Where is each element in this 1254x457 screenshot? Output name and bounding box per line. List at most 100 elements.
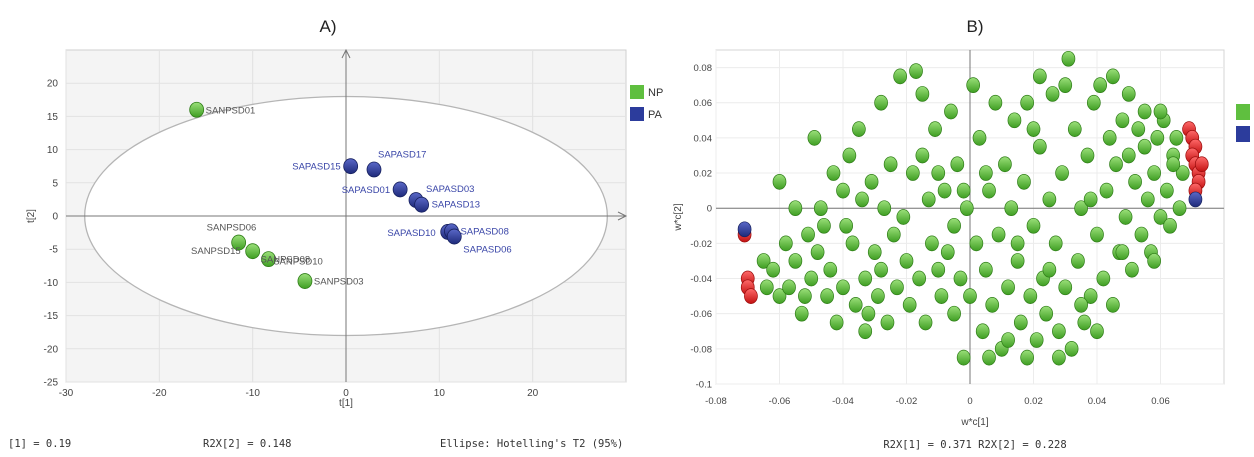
panel-a-point (297, 273, 313, 289)
panel-b-point (1121, 147, 1136, 164)
panel-a-y-tick-label: -25 (44, 378, 59, 389)
panel-b-point (858, 270, 873, 287)
panel-b-y-tick-label: -0.1 (696, 380, 712, 391)
panel-b-point (950, 156, 965, 173)
panel-b-point (979, 261, 993, 278)
panel-a-point (189, 101, 205, 118)
panel-a-legend: NP PA (630, 85, 663, 121)
panel-a-point (366, 161, 382, 178)
panel-b-point (864, 173, 879, 190)
panel-b-y-tick-label: -0.04 (690, 274, 712, 285)
panel-b-point (909, 63, 923, 79)
panel-b-point (1032, 68, 1047, 85)
panel-b-point (988, 94, 1003, 111)
panel-b-point (966, 77, 981, 94)
panel-b-point (975, 323, 990, 340)
panel-b-point (956, 182, 971, 199)
panel-b-point (886, 226, 901, 243)
panel-a-y-tick-label: -5 (49, 245, 58, 256)
panel-b-point (1147, 165, 1162, 181)
panel-b-point (928, 121, 942, 137)
panel-b-point (1115, 244, 1130, 261)
panel-a-point-labels: SANPSD01 SANPSD06 SANPSD15 SANPSD08SANPSD03… (191, 105, 512, 287)
panel-b-point (1020, 94, 1035, 111)
panel-b-footer-r2x: R2X[1] = 0.371 R2X[2] = 0.228 (883, 439, 1066, 451)
panel-a-point-label: SAPASD08 (460, 226, 508, 237)
panel-b-point (1052, 323, 1066, 340)
panel-b-point (788, 253, 803, 269)
panel-a-points (189, 101, 462, 289)
panel-b-point (947, 305, 961, 322)
panel-b-point (1159, 182, 1174, 199)
panel-b-point (972, 130, 987, 146)
panel-b-point (912, 270, 927, 287)
panel-b-point (842, 147, 857, 164)
panel-b-point (944, 103, 958, 120)
panel-b-point (915, 86, 930, 102)
panel-a-legend-swatch (630, 107, 644, 121)
panel-b-point (918, 314, 933, 331)
panel-b-point (1093, 77, 1108, 94)
panel-b-point (867, 244, 882, 261)
panel-b-point (925, 235, 939, 252)
panel-b-point (880, 314, 895, 331)
panel-b-point (1013, 314, 1028, 331)
panel-b-y-tick-label: 0.06 (694, 98, 713, 109)
panel-b-point (1083, 288, 1098, 304)
panel-b-point (858, 323, 873, 340)
panel-b-point (1001, 332, 1015, 348)
panel-b-point (1131, 121, 1146, 137)
panel-b-point (934, 288, 949, 304)
panel-b-point (998, 156, 1012, 173)
panel-b-point (1074, 200, 1088, 217)
panel-b-legend-swatch (1236, 104, 1250, 120)
panel-a-y-tick-label: 15 (47, 112, 59, 123)
panel-a-x-tick-label: -10 (245, 388, 260, 399)
panel-b-point (839, 217, 854, 234)
panel-b-x-tick-label: -0.08 (705, 396, 727, 407)
panel-b-point (1029, 332, 1044, 348)
panel-b-x-tick-label: 0.04 (1088, 396, 1107, 407)
panel-b-point (1194, 156, 1209, 173)
panel-b-point (1153, 103, 1168, 120)
panel-b-label: B) (967, 17, 984, 36)
panel-b-y-tick-label: 0.08 (694, 63, 713, 74)
panel-b-point (766, 261, 781, 278)
panel-b-point (1137, 138, 1152, 155)
panel-b-point (1106, 68, 1120, 85)
panel-b-point (874, 261, 888, 278)
panel-b-legend-swatch (1236, 126, 1250, 142)
panel-b-y-tick-label: -0.02 (690, 239, 712, 250)
panel-b-point (1077, 314, 1092, 331)
panel-b-point (1010, 235, 1025, 252)
panel-b-y-axis-label: w*c[2] (673, 203, 684, 231)
panel-b-point (810, 244, 825, 261)
panel-b-point (1096, 270, 1111, 287)
panel-b-point (807, 130, 822, 146)
panel-b-point (861, 305, 876, 322)
panel-a-point (261, 251, 276, 268)
panel-b-point (1118, 209, 1133, 225)
panel-b-point (778, 235, 793, 252)
panel-a-x-tick-label: -30 (59, 388, 74, 399)
panel-b-x-tick-label: 0.06 (1151, 396, 1170, 407)
panel-b-point (931, 165, 946, 181)
panel-a-legend-label: NP (648, 87, 663, 99)
panel-b-point (1090, 226, 1104, 243)
panel-b-point (931, 261, 946, 278)
panel-a-y-arrow-icon (341, 48, 351, 59)
panel-b-point (874, 94, 888, 111)
panel-a-point-label: SAPASD17 (378, 150, 426, 161)
panel-b-point (963, 288, 977, 304)
panel-b-point (1150, 130, 1165, 146)
panel-b-point (1134, 226, 1149, 243)
panel-b-point (1083, 191, 1098, 208)
panel-a-y-tick-label: -20 (44, 344, 59, 355)
panel-a-point-label: SANPSD08 (261, 255, 311, 266)
panel-b-point (1020, 349, 1035, 366)
panel-a-point-label: SAPASD03 (426, 184, 474, 195)
panel-b-point (794, 305, 809, 322)
panel-b-point (1042, 191, 1057, 208)
panel-b-point (1055, 165, 1069, 181)
